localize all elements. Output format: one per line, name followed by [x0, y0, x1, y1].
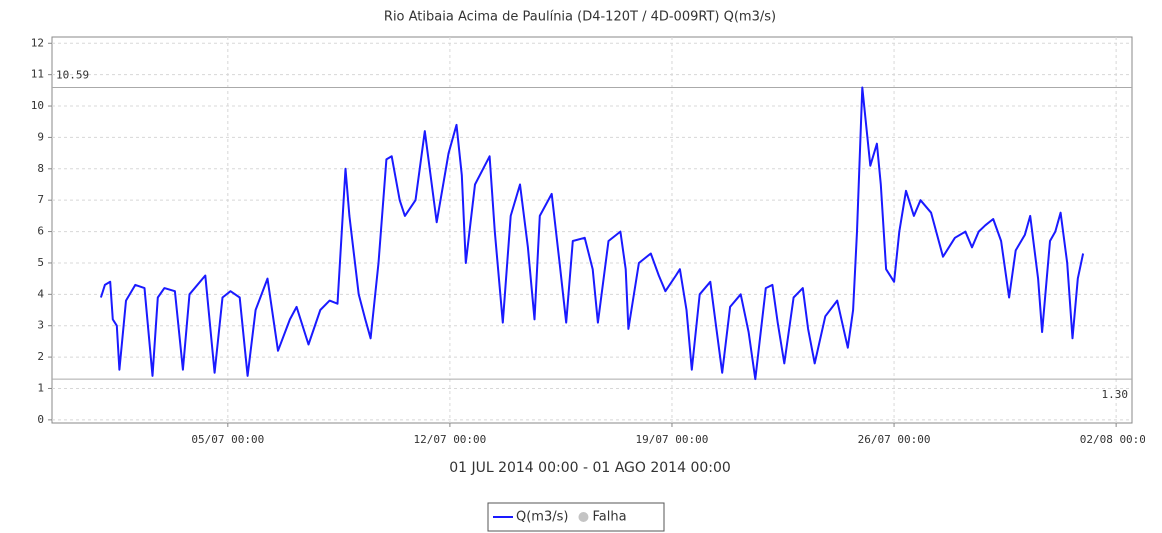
y-tick-label: 4	[37, 287, 44, 300]
y-tick-label: 6	[37, 225, 44, 238]
plot-area	[51, 36, 1133, 424]
y-tick-label: 5	[37, 256, 44, 269]
y-tick-label: 10	[31, 99, 44, 112]
y-tick-label: 3	[37, 319, 44, 332]
legend-label: Q(m3/s)	[516, 510, 568, 525]
x-tick-label: 02/08 00:00	[1080, 433, 1153, 446]
marker-label: 10.59	[56, 69, 89, 82]
y-tick-label: 11	[31, 68, 44, 81]
y-tick-label: 8	[37, 162, 44, 175]
y-tick-label: 12	[31, 36, 44, 49]
x-axis-label: 01 JUL 2014 00:00 - 01 AGO 2014 00:00	[449, 460, 731, 476]
x-tick-label: 12/07 00:00	[413, 433, 486, 446]
y-tick-label: 9	[37, 130, 44, 143]
line-series	[99, 86, 1085, 381]
x-tick-labels: 05/07 00:00 12/07 00:00 19/07 00:00 26/07 0…	[191, 433, 1153, 446]
x-tick-label: 05/07 00:00	[191, 433, 264, 446]
legend-label: Falha	[592, 510, 626, 525]
y-tick-label: 1	[37, 381, 44, 394]
marker-label: 1.30	[1102, 388, 1129, 401]
y-tick-label: 2	[37, 350, 44, 363]
legend-swatch	[578, 512, 589, 522]
x-tick-label: 26/07 00:00	[858, 433, 931, 446]
y-tick-label: 7	[37, 193, 44, 206]
x-tick-label: 19/07 00:00	[636, 433, 709, 446]
chart-title: Rio Atibaia Acima de Paulínia (D4-120T /…	[384, 10, 776, 25]
legend-box	[487, 502, 665, 532]
y-tick-label: 0	[37, 413, 44, 426]
